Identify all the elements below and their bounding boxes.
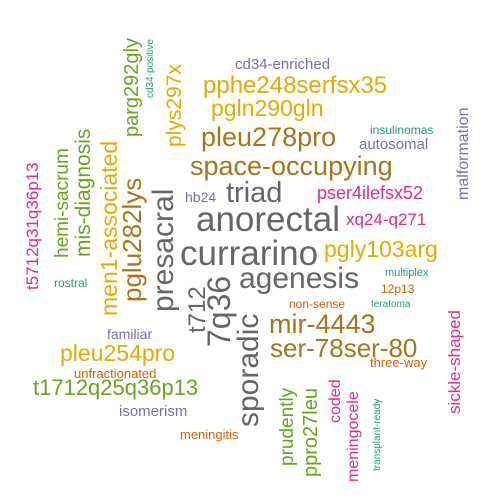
word-currarino: currarino bbox=[180, 234, 319, 273]
word-xq24-q271: xq24-q271 bbox=[346, 210, 427, 229]
word-pgln290gln: pgln290gln bbox=[211, 95, 324, 121]
word-prudently: prudently bbox=[277, 387, 298, 466]
word-men1-associated: men1-associated bbox=[96, 140, 122, 316]
word-malformation: malformation bbox=[455, 107, 472, 200]
word-autosomal: autosomal bbox=[359, 136, 429, 153]
word-cd34-positive: cd34-positive bbox=[145, 39, 156, 98]
word-multiplex: multiplex bbox=[385, 267, 429, 279]
word-ppro27leu: ppro27leu bbox=[300, 388, 322, 477]
word-mis-diagnosis: mis-diagnosis bbox=[72, 128, 95, 257]
word-pser4ilefsx52: pser4ilefsx52 bbox=[317, 183, 424, 203]
word-three-way: three-way bbox=[370, 355, 428, 370]
word-pleu278pro: pleu278pro bbox=[201, 122, 337, 152]
word-hb24: hb24 bbox=[185, 189, 217, 205]
word-coded: coded bbox=[327, 379, 344, 423]
word-insulinomas: insulinomas bbox=[370, 123, 434, 137]
word-triad: triad bbox=[226, 177, 283, 209]
word-cd34-enriched: cd34-enriched bbox=[235, 56, 331, 73]
word-pphe248serfsx35: pphe248serfsx35 bbox=[203, 72, 388, 99]
word-pleu254pro: pleu254pro bbox=[60, 340, 176, 366]
word-meningocele: meningocele bbox=[345, 391, 362, 482]
word-parg292gly: parg292gly bbox=[121, 38, 143, 137]
word-non-sense: non-sense bbox=[289, 297, 346, 311]
word-t712: t712 bbox=[184, 286, 211, 333]
word-transplant-ready: transplant-ready bbox=[372, 398, 383, 471]
word-anorectal: anorectal bbox=[196, 200, 340, 239]
word-familiar: familiar bbox=[107, 326, 153, 342]
word-pglu282lys: pglu282lys bbox=[117, 177, 147, 302]
word-sickle-shaped: sickle-shaped bbox=[445, 310, 464, 414]
word-ser-78ser-80: ser-78ser-80 bbox=[270, 333, 418, 363]
word-hemi-sacrum: hemi-sacrum bbox=[52, 148, 73, 258]
word-12p13: 12p13 bbox=[381, 282, 415, 296]
word-t5712q31q36p13: t5712q31q36p13 bbox=[23, 162, 42, 290]
word-agenesis: agenesis bbox=[239, 262, 360, 295]
word-unfractionated: unfractionated bbox=[74, 366, 157, 381]
word-space-occupying: space-occupying bbox=[190, 151, 393, 181]
word-plys297x: plys297x bbox=[163, 64, 186, 147]
word-rostral: rostral bbox=[54, 276, 88, 290]
word-presacral: presacral bbox=[147, 188, 180, 312]
word-meningitis: meningitis bbox=[180, 427, 239, 442]
word-sporadic: sporadic bbox=[232, 313, 265, 427]
word-teratoma: teratoma bbox=[371, 299, 411, 310]
word-pgly103arg: pgly103arg bbox=[324, 236, 438, 262]
word-isomerism: isomerism bbox=[119, 403, 188, 420]
word-t1712q25q36p13: t1712q25q36p13 bbox=[33, 375, 199, 400]
word-mir-4443: mir-4443 bbox=[269, 309, 376, 339]
